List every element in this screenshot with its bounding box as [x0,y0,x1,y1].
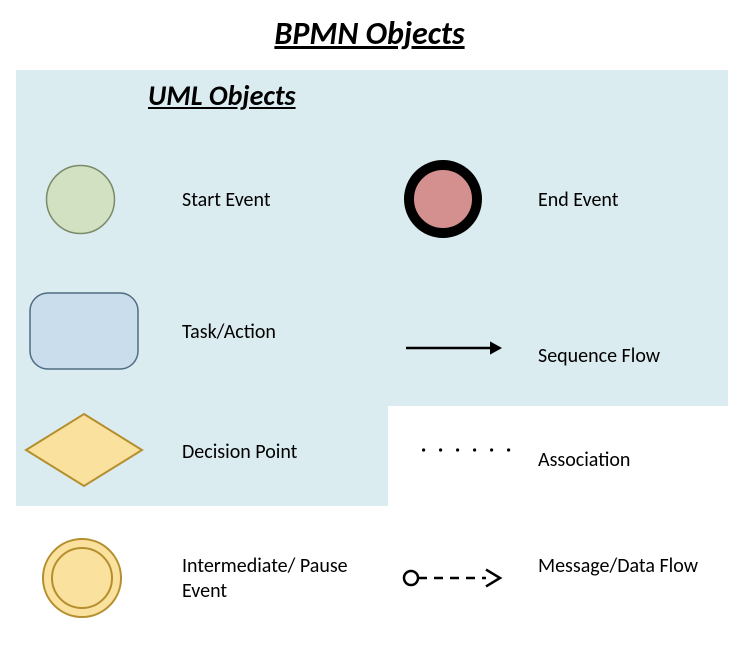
association-shape [420,444,512,456]
sequence-flow-label: Sequence Flow [538,344,660,368]
sequence-flow-shape [406,332,518,364]
intermediate-event-label: Intermediate/ Pause Event [182,554,352,604]
association-label: Association [538,448,630,472]
start-event-shape [43,162,118,237]
message-flow-shape [401,560,518,596]
task-action-shape [28,291,140,371]
decision-point-label: Decision Point [182,440,297,464]
sub-title: UML Objects [148,78,296,113]
decision-point-shape [24,412,144,488]
end-event-shape [397,153,489,245]
main-title: BPMN Objects [0,0,739,63]
message-flow-label: Message/Data Flow [538,554,708,579]
task-action-label: Task/Action [182,320,276,344]
end-event-label: End Event [538,188,618,212]
intermediate-event-shape [39,535,125,621]
start-event-label: Start Event [182,188,271,212]
